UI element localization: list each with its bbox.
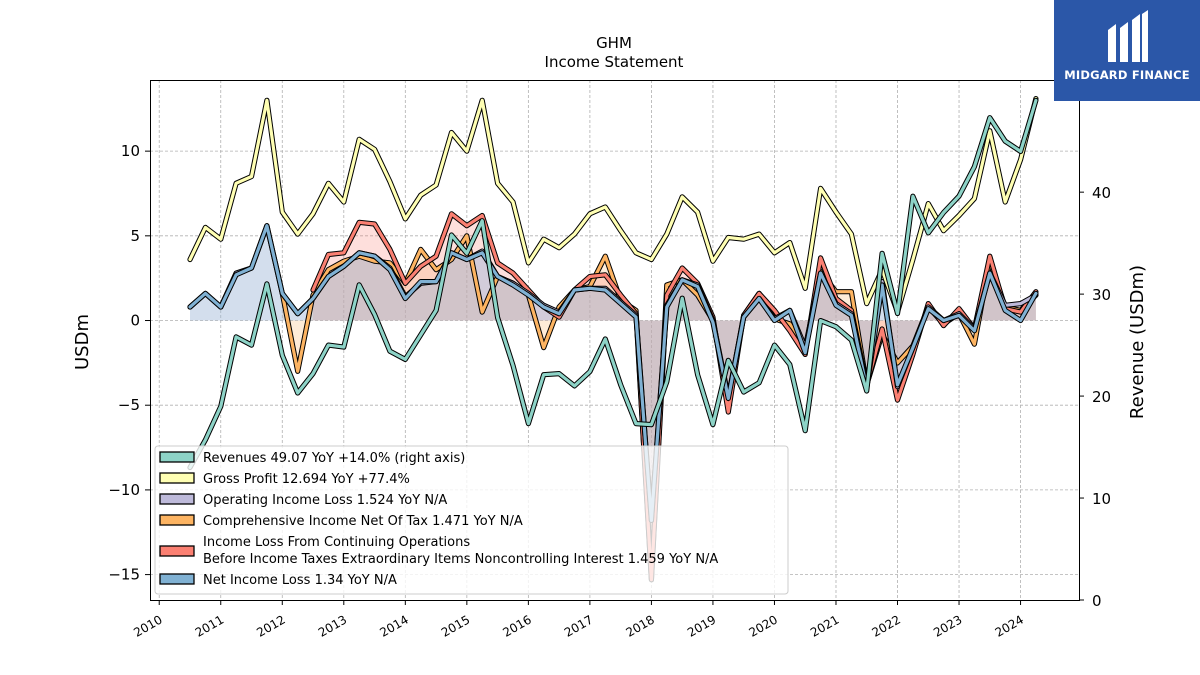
legend-comprehensive-income: Comprehensive Income Net Of Tax 1.471 Yo… [203,514,523,529]
right-axis-label: Revenue (USDm) [1127,265,1148,419]
left-tick-label: −5 [118,396,140,414]
right-tick-label: 20 [1092,388,1111,406]
legend-swatch-pretax-income [159,545,195,557]
chart-title: GHM [596,34,632,52]
x-axis-ticks: 2010 2011 2012 2013 2014 2015 2016 2017 2018 2019… [131,600,1026,640]
x-tick-label: 2022 [870,612,903,639]
line-layer [187,96,1039,583]
x-tick-label: 2012 [254,612,287,639]
right-tick-label: 30 [1092,286,1111,304]
grid-layer [150,80,1079,600]
x-tick-label: 2023 [931,612,964,639]
brand-name: MIDGARD FINANCE [1064,68,1190,82]
legend-swatch-comprehensive-income [159,514,195,526]
legend-box [154,445,789,595]
legend: Revenues 49.07 YoY +14.0% (right axis) G… [154,445,789,595]
left-tick-label: −15 [108,566,140,584]
x-tick-label: 2016 [500,612,533,639]
right-tick-label: 0 [1092,592,1102,610]
right-tick-label: 40 [1092,184,1111,202]
left-tick-label: 5 [130,227,140,245]
x-tick-label: 2013 [316,612,349,639]
x-tick-label: 2014 [377,612,410,639]
x-tick-label: 2018 [623,612,656,639]
x-tick-label: 2020 [747,612,780,639]
left-tick-label: 0 [130,312,140,330]
legend-operating-income: Operating Income Loss 1.524 YoY N/A [203,493,447,508]
x-tick-label: 2024 [993,612,1026,639]
x-tick-label: 2017 [562,612,595,639]
line-revenues [188,98,1038,470]
left-tick-label: 10 [121,142,140,160]
legend-swatch-operating-income [159,493,195,505]
legend-revenues: Revenues 49.07 YoY +14.0% (right axis) [203,451,465,466]
area-net-income [190,225,1036,521]
legend-swatch-revenues [159,451,195,463]
line-net-income [188,224,1038,522]
x-tick-label: 2015 [439,612,472,639]
left-axis-label: USDm [72,314,93,370]
x-tick-label: 2010 [131,612,164,639]
legend-pretax-income-line1: Income Loss From Continuing Operations [203,535,470,550]
x-tick-label: 2019 [685,612,718,639]
brand-mark-icon [1108,10,1148,62]
brand-logo: MIDGARD FINANCE [1054,0,1200,101]
left-axis-ticks: −15 −10 −5 0 5 10 [108,142,150,584]
plot-frame [150,80,1080,601]
area-operating-income [190,225,1036,521]
legend-swatch-net-income [159,573,195,585]
left-tick-label: −10 [108,481,140,499]
x-tick-label: 2011 [193,612,226,639]
right-axis-ticks: 0 10 20 30 40 [1079,184,1111,610]
legend-swatch-gross-profit [159,472,195,484]
x-tick-label: 2021 [808,612,841,639]
legend-gross-profit: Gross Profit 12.694 YoY +77.4% [203,472,410,487]
right-tick-label: 10 [1092,490,1111,508]
chart-subtitle: Income Statement [545,53,684,71]
legend-pretax-income-line2: Before Income Taxes Extraordinary Items … [203,552,718,567]
legend-net-income: Net Income Loss 1.34 YoY N/A [203,573,397,588]
